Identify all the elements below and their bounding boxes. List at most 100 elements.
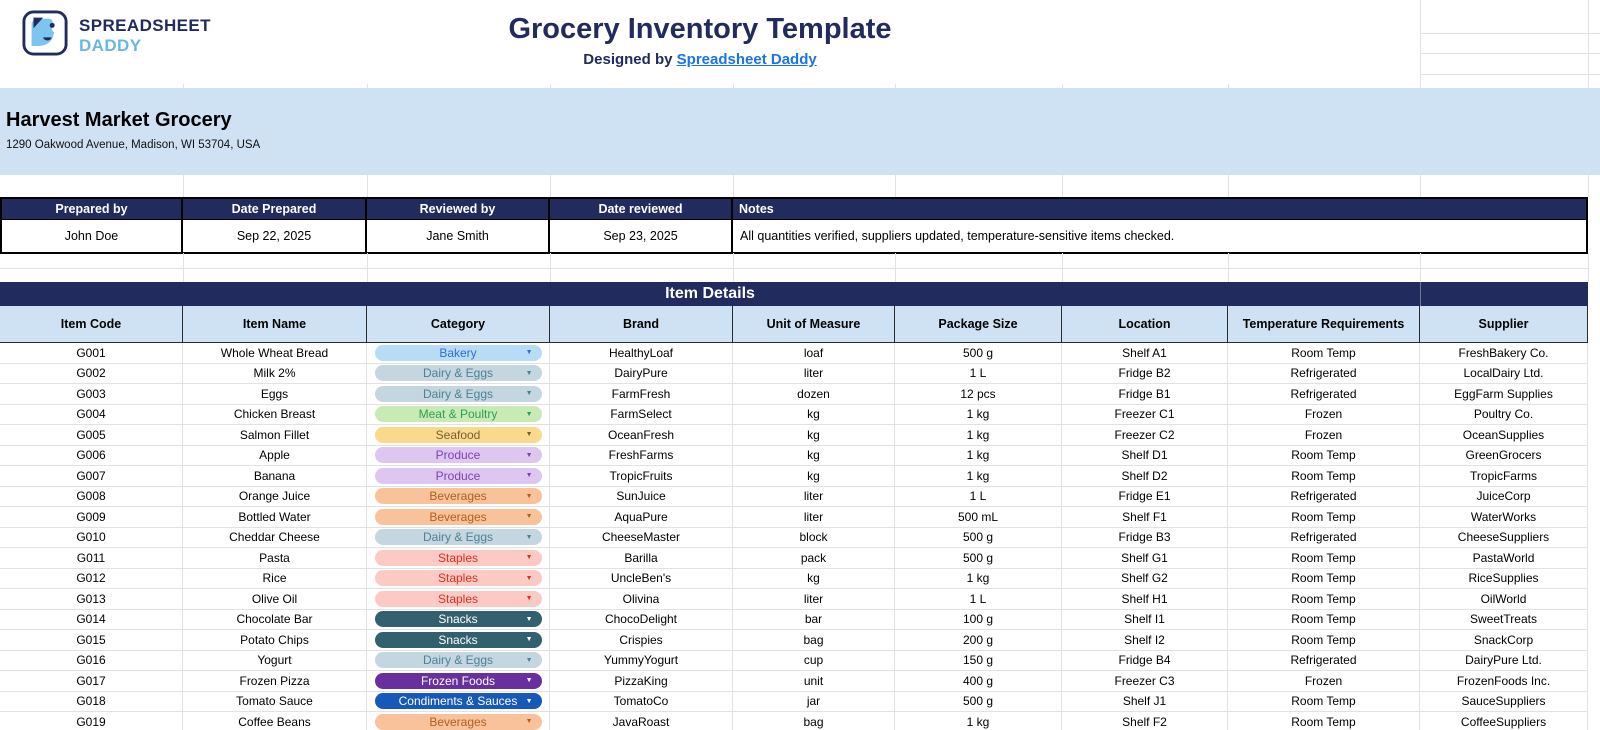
meta-value-prepared-by[interactable]: John Doe — [2, 219, 183, 252]
cell-location[interactable]: Shelf I1 — [1062, 609, 1228, 630]
cell-package-size[interactable]: 500 mL — [895, 507, 1062, 528]
cell-item-name[interactable]: Whole Wheat Bread — [183, 343, 367, 364]
cell-brand[interactable]: SunJuice — [550, 486, 733, 507]
category-dropdown[interactable]: Dairy & Eggs ▼ — [374, 529, 542, 546]
category-dropdown[interactable]: Frozen Foods ▼ — [374, 672, 542, 689]
cell-category[interactable]: Snacks ▼ — [367, 609, 550, 630]
cell-location[interactable]: Fridge B1 — [1062, 384, 1228, 405]
cell-temperature-requirements[interactable]: Room Temp — [1228, 568, 1420, 589]
cell-item-name[interactable]: Banana — [183, 466, 367, 487]
cell-location[interactable]: Fridge B3 — [1062, 527, 1228, 548]
cell-temperature-requirements[interactable]: Frozen — [1228, 404, 1420, 425]
cell-unit-of-measure[interactable]: bag — [733, 712, 895, 730]
cell-brand[interactable]: HealthyLoaf — [550, 343, 733, 364]
cell-temperature-requirements[interactable]: Room Temp — [1228, 343, 1420, 364]
cell-category[interactable]: Staples ▼ — [367, 568, 550, 589]
cell-unit-of-measure[interactable]: liter — [733, 486, 895, 507]
category-dropdown[interactable]: Staples ▼ — [374, 549, 542, 566]
cell-brand[interactable]: UncleBen's — [550, 568, 733, 589]
cell-supplier[interactable]: EggFarm Supplies — [1420, 384, 1588, 405]
cell-temperature-requirements[interactable]: Frozen — [1228, 425, 1420, 446]
cell-supplier[interactable]: PastaWorld — [1420, 548, 1588, 569]
cell-category[interactable]: Condiments & Sauces ▼ — [367, 691, 550, 712]
cell-item-code[interactable]: G004 — [0, 404, 183, 425]
cell-location[interactable]: Shelf F1 — [1062, 507, 1228, 528]
cell-package-size[interactable]: 1 kg — [895, 425, 1062, 446]
cell-brand[interactable]: TropicFruits — [550, 466, 733, 487]
cell-package-size[interactable]: 500 g — [895, 527, 1062, 548]
cell-location[interactable]: Freezer C2 — [1062, 425, 1228, 446]
cell-item-name[interactable]: Tomato Sauce — [183, 691, 367, 712]
cell-supplier[interactable]: OceanSupplies — [1420, 425, 1588, 446]
meta-value-date-prepared[interactable]: Sep 22, 2025 — [183, 219, 367, 252]
cell-unit-of-measure[interactable]: liter — [733, 363, 895, 384]
cell-supplier[interactable]: SauceSuppliers — [1420, 691, 1588, 712]
cell-item-name[interactable]: Cheddar Cheese — [183, 527, 367, 548]
cell-package-size[interactable]: 500 g — [895, 691, 1062, 712]
meta-value-date-reviewed[interactable]: Sep 23, 2025 — [550, 219, 733, 252]
cell-category[interactable]: Frozen Foods ▼ — [367, 671, 550, 692]
cell-item-code[interactable]: G009 — [0, 507, 183, 528]
cell-category[interactable]: Dairy & Eggs ▼ — [367, 363, 550, 384]
cell-brand[interactable]: FarmSelect — [550, 404, 733, 425]
category-dropdown[interactable]: Staples ▼ — [374, 590, 542, 607]
cell-brand[interactable]: AquaPure — [550, 507, 733, 528]
cell-item-name[interactable]: Rice — [183, 568, 367, 589]
cell-unit-of-measure[interactable]: kg — [733, 568, 895, 589]
cell-category[interactable]: Bakery ▼ — [367, 343, 550, 364]
cell-package-size[interactable]: 1 kg — [895, 712, 1062, 730]
cell-supplier[interactable]: FreshBakery Co. — [1420, 343, 1588, 364]
cell-item-name[interactable]: Milk 2% — [183, 363, 367, 384]
cell-supplier[interactable]: SweetTreats — [1420, 609, 1588, 630]
cell-item-code[interactable]: G017 — [0, 671, 183, 692]
category-dropdown[interactable]: Seafood ▼ — [374, 426, 542, 443]
category-dropdown[interactable]: Beverages ▼ — [374, 713, 542, 730]
cell-category[interactable]: Beverages ▼ — [367, 507, 550, 528]
cell-supplier[interactable]: JuiceCorp — [1420, 486, 1588, 507]
cell-package-size[interactable]: 500 g — [895, 343, 1062, 364]
cell-brand[interactable]: Olivina — [550, 589, 733, 610]
cell-item-code[interactable]: G001 — [0, 343, 183, 364]
cell-temperature-requirements[interactable]: Refrigerated — [1228, 527, 1420, 548]
category-dropdown[interactable]: Beverages ▼ — [374, 488, 542, 505]
cell-item-code[interactable]: G016 — [0, 650, 183, 671]
category-dropdown[interactable]: Dairy & Eggs ▼ — [374, 365, 542, 382]
cell-package-size[interactable]: 200 g — [895, 630, 1062, 651]
cell-brand[interactable]: YummyYogurt — [550, 650, 733, 671]
cell-brand[interactable]: CheeseMaster — [550, 527, 733, 548]
cell-brand[interactable]: FreshFarms — [550, 445, 733, 466]
cell-item-name[interactable]: Yogurt — [183, 650, 367, 671]
cell-temperature-requirements[interactable]: Refrigerated — [1228, 363, 1420, 384]
cell-category[interactable]: Dairy & Eggs ▼ — [367, 527, 550, 548]
cell-category[interactable]: Produce ▼ — [367, 445, 550, 466]
cell-unit-of-measure[interactable]: cup — [733, 650, 895, 671]
cell-supplier[interactable]: SnackCorp — [1420, 630, 1588, 651]
cell-category[interactable]: Beverages ▼ — [367, 486, 550, 507]
cell-brand[interactable]: ChocoDelight — [550, 609, 733, 630]
cell-temperature-requirements[interactable]: Refrigerated — [1228, 384, 1420, 405]
cell-item-name[interactable]: Potato Chips — [183, 630, 367, 651]
cell-package-size[interactable]: 150 g — [895, 650, 1062, 671]
cell-unit-of-measure[interactable]: bag — [733, 630, 895, 651]
cell-supplier[interactable]: OilWorld — [1420, 589, 1588, 610]
cell-item-name[interactable]: Chicken Breast — [183, 404, 367, 425]
cell-location[interactable]: Shelf J1 — [1062, 691, 1228, 712]
category-dropdown[interactable]: Snacks ▼ — [374, 631, 542, 648]
cell-category[interactable]: Snacks ▼ — [367, 630, 550, 651]
cell-location[interactable]: Freezer C1 — [1062, 404, 1228, 425]
cell-location[interactable]: Fridge E1 — [1062, 486, 1228, 507]
cell-category[interactable]: Staples ▼ — [367, 548, 550, 569]
category-dropdown[interactable]: Condiments & Sauces ▼ — [374, 693, 542, 710]
cell-unit-of-measure[interactable]: liter — [733, 589, 895, 610]
cell-item-code[interactable]: G014 — [0, 609, 183, 630]
cell-item-code[interactable]: G010 — [0, 527, 183, 548]
cell-item-name[interactable]: Pasta — [183, 548, 367, 569]
meta-value-reviewed-by[interactable]: Jane Smith — [367, 219, 550, 252]
cell-category[interactable]: Seafood ▼ — [367, 425, 550, 446]
cell-supplier[interactable]: WaterWorks — [1420, 507, 1588, 528]
cell-unit-of-measure[interactable]: loaf — [733, 343, 895, 364]
cell-unit-of-measure[interactable]: liter — [733, 507, 895, 528]
cell-supplier[interactable]: DairyPure Ltd. — [1420, 650, 1588, 671]
cell-item-code[interactable]: G011 — [0, 548, 183, 569]
cell-unit-of-measure[interactable]: kg — [733, 425, 895, 446]
